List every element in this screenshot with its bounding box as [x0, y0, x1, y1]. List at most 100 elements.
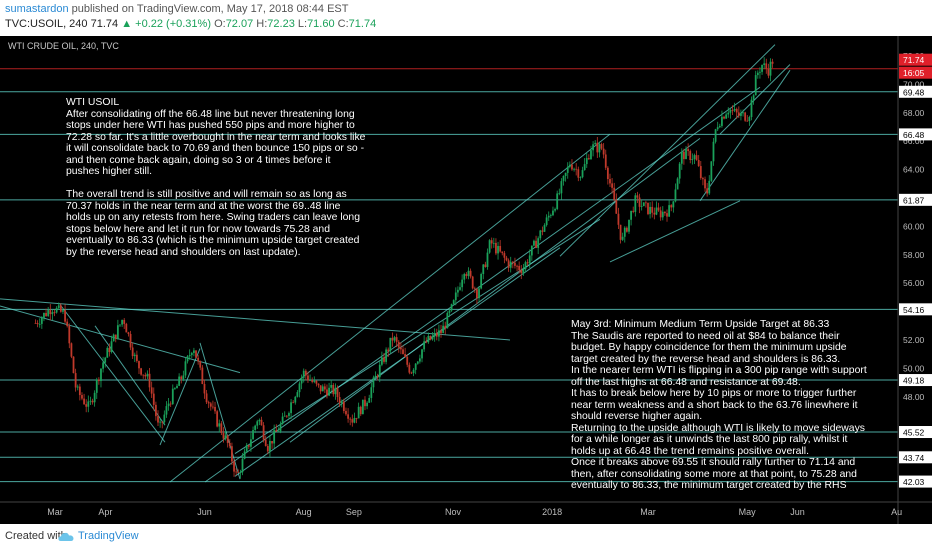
candle-body [731, 110, 734, 111]
change-value: +0.22 (+0.31%) [135, 18, 211, 30]
candle-body [150, 387, 153, 394]
candle-body [412, 369, 415, 374]
candle-body [197, 357, 200, 362]
candle-body [258, 419, 261, 422]
candle-body [670, 205, 673, 208]
candle-body [40, 317, 43, 324]
candle-body [273, 430, 276, 444]
candle-body [480, 273, 483, 289]
candle-body [423, 341, 426, 350]
candle-body [393, 337, 396, 341]
candle-body [590, 150, 592, 160]
candle-body [146, 373, 149, 377]
candle-body [499, 245, 502, 252]
candle-body [148, 373, 151, 388]
y-tick-label: 58.00 [903, 250, 925, 260]
candle-body [47, 310, 50, 316]
candle-body [482, 264, 485, 274]
candle-body [93, 392, 96, 403]
candle-body [209, 403, 212, 407]
candle-body [729, 110, 732, 113]
candle-body [228, 442, 231, 447]
candle-body [598, 144, 601, 153]
candle-body [264, 439, 267, 446]
candle-body [721, 116, 723, 126]
candle-body [488, 240, 491, 253]
candle-body [89, 400, 92, 402]
x-tick-label: Jun [790, 507, 805, 517]
candle-body [602, 148, 605, 155]
candle-body [102, 362, 104, 369]
change-arrow: ▲ [121, 18, 133, 30]
candle-body [361, 399, 364, 415]
candle-body [389, 337, 392, 352]
candle-body [161, 421, 164, 423]
note-paragraph: After consolidating off the 66.48 line b… [66, 108, 366, 178]
candle-body [279, 423, 282, 432]
candle-body [744, 112, 747, 121]
candle-body [182, 375, 185, 380]
last-price: 71.74 [90, 18, 119, 30]
candle-body [359, 406, 362, 415]
candle-body [615, 199, 618, 214]
analysis-note-wti: WTI USOIL After consolidating off the 66… [66, 97, 366, 258]
candle-body [448, 310, 451, 313]
publish-byline: sumastardon published on TradingView.com… [5, 3, 348, 15]
note-paragraph: Returning to the upside although WTI is … [571, 422, 865, 457]
candle-body [492, 242, 495, 244]
level-tag-label: 54.16 [903, 305, 925, 315]
candle-body [138, 361, 140, 369]
candle-body [165, 406, 168, 415]
x-tick-label: Sep [346, 507, 362, 517]
close-label: C: [337, 18, 349, 30]
candle-body [444, 325, 447, 329]
candle-body [623, 227, 626, 237]
candle-body [68, 325, 71, 344]
candle-body [516, 265, 518, 267]
tradingview-brand-link[interactable]: TradingView [78, 530, 139, 542]
chart-title: WTI CRUDE OIL, 240, TVC [8, 41, 119, 51]
candle-body [142, 374, 145, 376]
symbol-label: TVC:USOIL, 240 [5, 18, 88, 30]
candle-body [157, 416, 159, 423]
candle-body [473, 288, 476, 290]
candle-body [245, 445, 248, 452]
candle-body [520, 270, 523, 274]
open-label: O: [214, 18, 226, 30]
candle-body [418, 358, 421, 362]
candle-body [319, 385, 322, 392]
level-tag [899, 85, 932, 98]
candle-body [575, 168, 578, 170]
candle-body [625, 227, 628, 232]
candle-body [735, 108, 738, 113]
low-value: 71.60 [307, 18, 335, 30]
price-chart[interactable]: 48.0050.0052.0054.0056.0058.0060.0062.00… [0, 36, 932, 524]
candle-body [596, 142, 599, 153]
candle-body [387, 349, 390, 352]
candle-body [495, 242, 497, 254]
candle-body [81, 395, 83, 399]
candle-body [634, 195, 637, 212]
author-link[interactable]: sumastardon [5, 3, 69, 15]
candle-body [560, 181, 563, 194]
level-tag-label: 49.18 [903, 376, 925, 386]
note-paragraph: It has to break below here by 10 pips or… [571, 388, 858, 422]
candle-body [186, 356, 189, 362]
trend-line [199, 342, 241, 480]
chart-canvas[interactable]: 48.0050.0052.0054.0056.0058.0060.0062.00… [0, 36, 932, 524]
candle-body [754, 75, 757, 96]
candle-body [167, 403, 170, 407]
candle-body [290, 402, 292, 414]
candle-body [630, 210, 633, 220]
candle-body [613, 187, 616, 200]
candle-body [459, 287, 461, 290]
candle-body [133, 354, 136, 357]
candle-body [376, 375, 379, 378]
candle-body [203, 383, 206, 394]
candle-body [368, 397, 371, 403]
candle-body [457, 289, 459, 293]
candle-body [649, 206, 652, 215]
candle-body [543, 225, 546, 232]
candle-body [127, 332, 130, 334]
candle-body [592, 144, 594, 151]
